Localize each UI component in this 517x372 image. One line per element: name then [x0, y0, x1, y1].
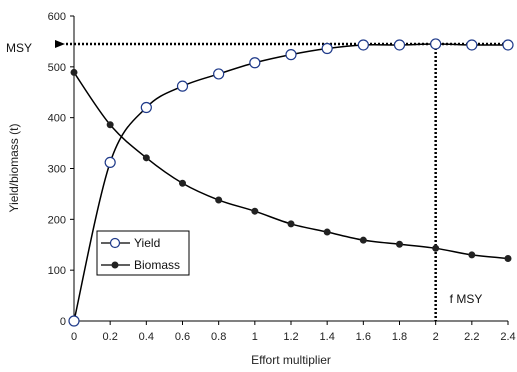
legend-yield-marker — [109, 237, 121, 249]
yield-point — [430, 38, 442, 50]
yield-point — [249, 57, 261, 69]
biomass-point — [142, 154, 150, 162]
yield-point — [321, 42, 333, 55]
msy-label: MSY — [6, 41, 32, 55]
x-tick-label: 2.4 — [500, 331, 515, 343]
x-tick-label: 0.4 — [139, 331, 154, 343]
legend-yield-label: Yield — [134, 236, 160, 250]
x-axis-ticks: 0 0.2 0.4 0.6 0.8 1 1.2 1.4 1.6 1.8 2 2.2 2.4 — [71, 321, 516, 343]
biomass-point — [396, 240, 403, 248]
biomass-point — [106, 121, 114, 129]
y-tick-label: 400 — [48, 113, 66, 125]
yield-point — [393, 39, 406, 51]
msy-annotations: MSY f MSY — [6, 39, 508, 321]
fmsy-label: f MSY — [450, 292, 483, 306]
x-tick-label: 1.6 — [356, 331, 371, 343]
yield-point — [176, 80, 189, 92]
x-tick-label: 1.4 — [320, 331, 335, 343]
yield-point — [213, 68, 225, 80]
biomass-point — [215, 196, 223, 204]
yield-series-line — [73, 43, 509, 322]
x-tick-label: 0 — [71, 331, 77, 343]
x-tick-label: 1.2 — [283, 331, 298, 343]
yield-point — [502, 39, 514, 51]
x-tick-label: 2 — [433, 331, 439, 343]
y-tick-label: 100 — [48, 265, 66, 277]
legend: Yield Biomass — [96, 230, 190, 276]
biomass-point — [323, 228, 331, 236]
x-axis-label: Effort multiplier — [251, 353, 331, 367]
biomass-point — [287, 220, 295, 228]
legend-box — [96, 230, 190, 276]
x-tick-label: 1.8 — [392, 331, 407, 343]
biomass-point — [468, 251, 476, 259]
x-tick-label: 2.2 — [464, 331, 479, 343]
y-axis-label: Yield/biomass (t) — [7, 124, 21, 213]
x-tick-label: 1 — [252, 331, 258, 343]
x-tick-label: 0.6 — [175, 331, 190, 343]
yield-point — [466, 39, 478, 51]
series-layer — [68, 38, 514, 327]
y-tick-label: 500 — [48, 62, 66, 74]
yield-point — [357, 39, 369, 51]
y-tick-label: 200 — [48, 214, 66, 226]
yield-point — [140, 101, 152, 114]
legend-biomass-marker — [111, 261, 119, 269]
y-tick-label: 0 — [60, 316, 66, 328]
biomass-point — [504, 254, 512, 262]
yield-point — [285, 49, 297, 61]
biomass-point — [251, 207, 259, 215]
y-axis-ticks: 0 100 200 300 400 500 600 — [48, 11, 74, 328]
yield-point — [104, 156, 116, 168]
biomass-point — [179, 179, 186, 187]
y-tick-label: 600 — [48, 11, 66, 23]
x-tick-label: 0.2 — [103, 331, 118, 343]
yield-point — [68, 315, 80, 327]
biomass-point — [359, 236, 367, 244]
x-tick-label: 0.8 — [211, 331, 226, 343]
y-tick-label: 300 — [48, 164, 66, 176]
biomass-point — [70, 68, 78, 76]
biomass-point — [432, 244, 440, 252]
legend-biomass-label: Biomass — [134, 258, 180, 272]
